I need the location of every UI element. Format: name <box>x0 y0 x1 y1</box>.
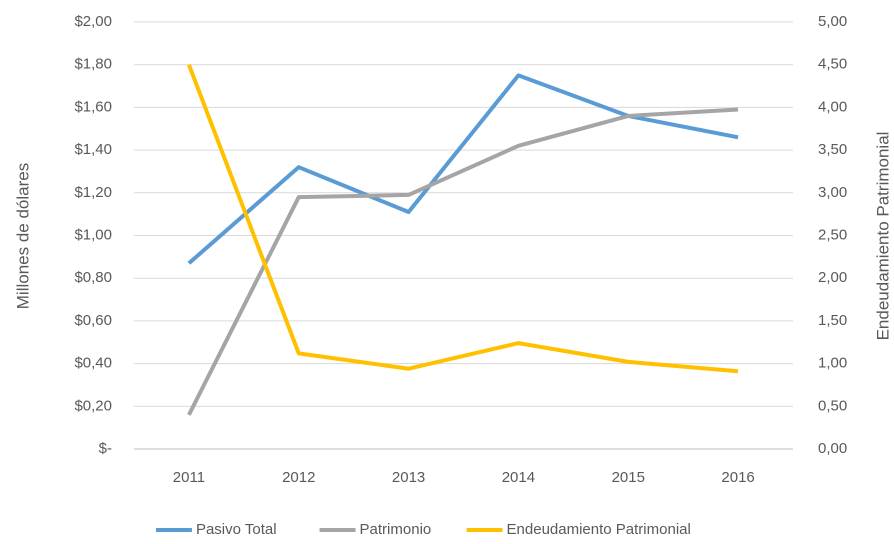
y-tick-label: $1,60 <box>74 98 112 115</box>
y2-tick-label: 0,50 <box>818 397 847 414</box>
y-tick-label: $0,60 <box>74 312 112 329</box>
y-tick-label: $1,20 <box>74 184 112 201</box>
y-tick-label: $1,80 <box>74 56 112 73</box>
y2-tick-label: 3,00 <box>818 184 847 201</box>
y2-tick-label: 2,00 <box>818 269 847 286</box>
y2-tick-label: 4,50 <box>818 56 847 73</box>
series-line <box>187 63 739 374</box>
y2-axis-title: Endeudamiento Patrimonial <box>873 132 892 341</box>
x-tick-label: 2015 <box>612 469 645 486</box>
y-tick-label: $0,20 <box>74 397 112 414</box>
x-tick-label: 2016 <box>721 469 754 486</box>
legend-label: Patrimonio <box>360 521 432 538</box>
x-tick-label: 2012 <box>282 469 315 486</box>
y-tick-label: $2,00 <box>74 13 112 30</box>
y-tick-label: $0,80 <box>74 269 112 286</box>
series-line <box>187 73 739 265</box>
x-tick-label: 2013 <box>392 469 425 486</box>
y2-tick-label: 2,50 <box>818 226 847 243</box>
y-tick-label: $0,40 <box>74 355 112 372</box>
y2-tick-label: 5,00 <box>818 13 847 30</box>
y2-tick-label: 1,50 <box>818 312 847 329</box>
y2-tick-label: 4,00 <box>818 98 847 115</box>
y-tick-label: $- <box>99 440 112 457</box>
y-tick-label: $1,00 <box>74 226 112 243</box>
series-line <box>187 107 739 416</box>
y2-tick-label: 3,50 <box>818 141 847 158</box>
y2-tick-label: 1,00 <box>818 355 847 372</box>
y2-tick-label: 0,00 <box>818 440 847 457</box>
y-axis-title: Millones de dólares <box>13 163 32 309</box>
x-tick-label: 2014 <box>502 469 535 486</box>
x-tick-label: 2011 <box>173 469 205 486</box>
y-tick-label: $1,40 <box>74 141 112 158</box>
legend-label: Endeudamiento Patrimonial <box>507 521 691 538</box>
legend-label: Pasivo Total <box>196 521 277 538</box>
